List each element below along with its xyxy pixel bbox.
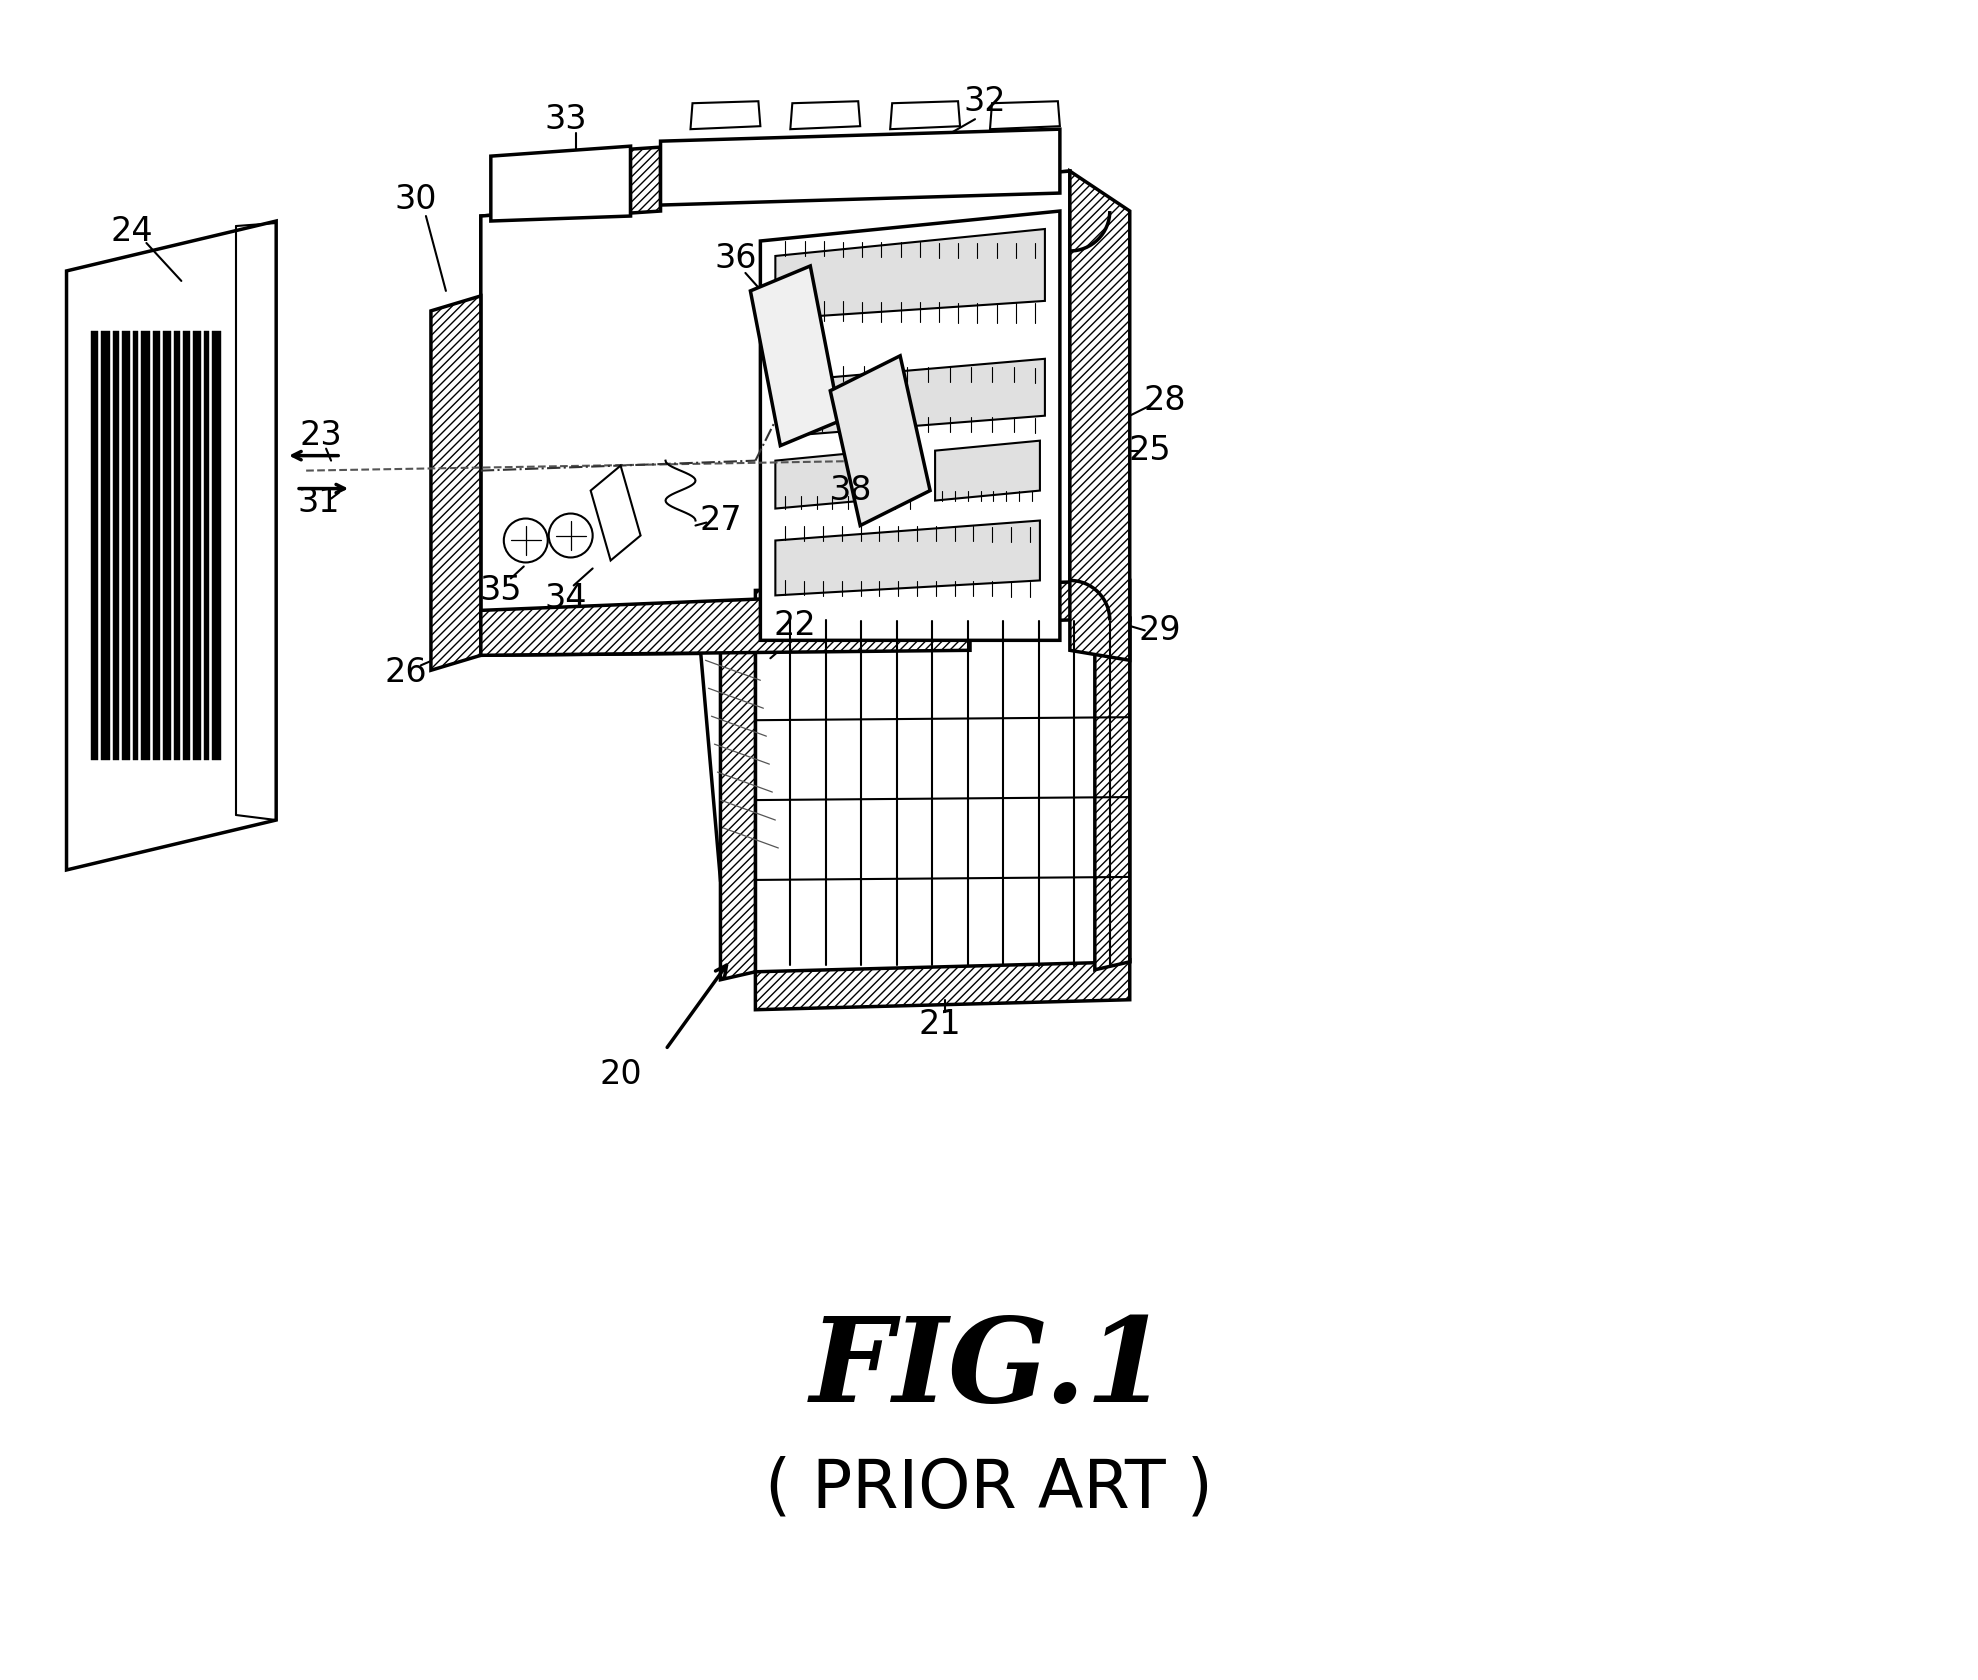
Polygon shape [1070, 171, 1129, 660]
Text: 36: 36 [714, 242, 758, 276]
Polygon shape [690, 101, 760, 129]
Polygon shape [481, 171, 1070, 296]
Polygon shape [890, 101, 959, 129]
Polygon shape [154, 331, 160, 759]
Text: 20: 20 [599, 1058, 643, 1090]
Polygon shape [750, 265, 841, 445]
Polygon shape [831, 356, 930, 526]
Polygon shape [756, 580, 1129, 630]
Text: 28: 28 [1143, 385, 1187, 417]
Polygon shape [936, 440, 1040, 501]
Text: 26: 26 [384, 655, 427, 689]
Polygon shape [760, 212, 1060, 640]
Polygon shape [113, 331, 119, 759]
Polygon shape [1096, 618, 1129, 969]
Text: 38: 38 [829, 474, 872, 507]
Polygon shape [212, 331, 222, 759]
Polygon shape [91, 331, 99, 759]
Polygon shape [991, 101, 1060, 129]
Polygon shape [481, 171, 1070, 655]
Text: 21: 21 [918, 1008, 961, 1042]
Polygon shape [791, 101, 860, 129]
Polygon shape [775, 521, 1040, 595]
Text: 22: 22 [773, 608, 817, 642]
Polygon shape [591, 465, 641, 561]
Polygon shape [661, 129, 1060, 205]
Polygon shape [756, 618, 1129, 971]
Polygon shape [791, 360, 1044, 435]
Polygon shape [123, 331, 131, 759]
Polygon shape [133, 331, 138, 759]
Polygon shape [164, 331, 172, 759]
Polygon shape [1074, 217, 1125, 640]
Polygon shape [756, 959, 1129, 1010]
Polygon shape [775, 228, 1044, 319]
Polygon shape [431, 296, 481, 670]
Polygon shape [140, 331, 150, 759]
Text: 24: 24 [111, 215, 152, 247]
Text: FIG.1: FIG.1 [809, 1312, 1169, 1426]
Polygon shape [184, 331, 190, 759]
Text: 32: 32 [963, 84, 1007, 118]
Text: 30: 30 [396, 183, 437, 215]
Polygon shape [204, 331, 210, 759]
Text: ( PRIOR ART ): ( PRIOR ART ) [765, 1457, 1213, 1522]
Polygon shape [631, 148, 661, 213]
Text: 34: 34 [544, 581, 587, 615]
Polygon shape [174, 331, 180, 759]
Polygon shape [67, 222, 277, 870]
Polygon shape [194, 331, 202, 759]
Text: 35: 35 [479, 575, 522, 606]
Polygon shape [775, 447, 920, 509]
Polygon shape [101, 331, 111, 759]
Text: 33: 33 [544, 102, 587, 136]
Text: 31: 31 [299, 486, 340, 519]
Polygon shape [700, 645, 791, 880]
Text: 27: 27 [698, 504, 742, 538]
Text: 29: 29 [1139, 613, 1181, 647]
Polygon shape [481, 590, 969, 655]
Text: 23: 23 [301, 420, 342, 452]
Polygon shape [491, 146, 631, 222]
Text: 25: 25 [1127, 433, 1171, 467]
Polygon shape [720, 628, 756, 979]
